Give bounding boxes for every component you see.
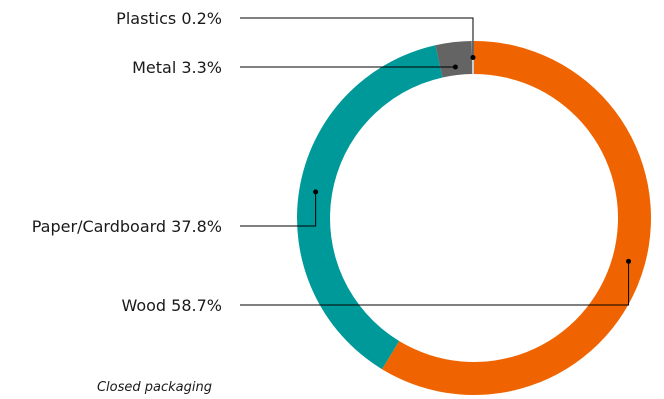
slice-wood: [381, 41, 652, 395]
label-metal: Metal 3.3%: [132, 58, 222, 77]
leader-dot-wood: [626, 258, 632, 264]
leader-dot-metal: [452, 64, 458, 70]
leader-plastics: [240, 17, 474, 58]
chart-caption: Closed packaging: [97, 380, 212, 395]
callouts: Wood 58.7% Paper/Cardboard 37.8% Metal 3.3…: [32, 9, 632, 315]
slice-metal: [435, 41, 473, 78]
label-paper-cardboard: Paper/Cardboard 37.8%: [32, 217, 222, 236]
leader-wood: [240, 261, 630, 306]
slice-paper-cardboard: [297, 45, 443, 370]
leader-dot-plastics: [470, 55, 476, 61]
leader-dot-paper-cardboard: [313, 189, 319, 195]
leader-paper-cardboard: [240, 191, 317, 227]
label-wood: Wood 58.7%: [121, 296, 222, 315]
donut-ring: [297, 41, 652, 395]
label-plastics: Plastics 0.2%: [116, 9, 222, 28]
